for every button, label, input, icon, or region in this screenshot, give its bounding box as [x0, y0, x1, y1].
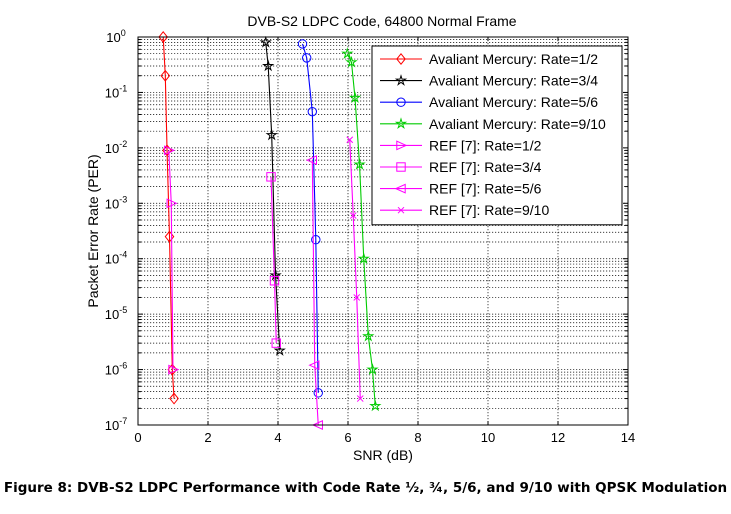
chart-title: DVB-S2 LDPC Code, 64800 Normal Frame — [247, 13, 516, 29]
series-line — [311, 160, 319, 426]
x-tick-label: 0 — [134, 430, 141, 445]
circle-marker — [302, 53, 312, 63]
legend-entry: REF [7]: Rate=1/2 — [380, 137, 542, 153]
series-line — [168, 150, 174, 370]
legend-label: Avaliant Mercury: Rate=3/4 — [429, 73, 598, 89]
triangle-right-marker — [166, 198, 178, 209]
circle-marker — [297, 39, 308, 49]
x-marker — [397, 206, 405, 214]
square-marker — [269, 276, 280, 286]
series-2 — [259, 35, 286, 356]
x-tick-label: 6 — [344, 430, 351, 445]
x-tick-label: 4 — [274, 430, 281, 445]
series-6 — [266, 172, 281, 348]
star-marker — [348, 91, 362, 104]
star-marker — [353, 158, 366, 170]
x-tick-label: 12 — [551, 430, 565, 445]
legend-entry: Avaliant Mercury: Rate=1/2 — [380, 51, 598, 67]
triangle-right-marker — [164, 145, 176, 156]
star-marker — [259, 35, 272, 48]
y-tick-label: 10-4 — [105, 250, 127, 267]
circle-marker — [311, 235, 321, 245]
series-line — [270, 176, 277, 344]
legend-label: Avaliant Mercury: Rate=9/10 — [429, 116, 606, 132]
diamond-marker — [169, 392, 179, 405]
circle-marker — [307, 106, 317, 117]
diamond-marker — [396, 53, 406, 65]
y-tick-label: 10-5 — [105, 305, 127, 322]
figure-caption: Figure 8: DVB-S2 LDPC Performance with C… — [3, 480, 728, 496]
y-tick-label: 10-3 — [105, 194, 127, 211]
legend-label: REF [7]: Rate=3/4 — [429, 159, 542, 175]
star-marker — [357, 252, 370, 264]
legend-entry: Avaliant Mercury: Rate=5/6 — [380, 94, 598, 110]
triangle-right-marker — [396, 140, 408, 151]
y-tick-label: 10-2 — [105, 139, 127, 156]
diamond-marker — [160, 69, 171, 82]
legend-entry: REF [7]: Rate=9/10 — [380, 202, 549, 218]
series-3 — [297, 39, 323, 398]
square-marker — [266, 172, 276, 182]
x-marker — [356, 395, 364, 402]
series-layer — [158, 31, 382, 430]
series-5 — [164, 145, 180, 375]
y-tick-label: 10-1 — [105, 83, 127, 100]
x-marker — [349, 212, 357, 219]
x-tick-label: 14 — [621, 430, 635, 445]
star-marker — [362, 329, 375, 342]
series-line — [265, 42, 281, 351]
legend-box — [371, 45, 623, 226]
legend-entry: Avaliant Mercury: Rate=3/4 — [380, 73, 598, 89]
star-marker — [341, 47, 354, 59]
star-marker — [269, 268, 282, 281]
star-marker — [369, 399, 382, 412]
legend-entry: REF [7]: Rate=3/4 — [380, 159, 542, 175]
triangle-left-marker — [394, 183, 406, 194]
star-marker — [262, 59, 275, 72]
y-tick-label: 100 — [106, 28, 125, 45]
y-axis-label: Packet Error Rate (PER) — [85, 154, 101, 307]
circle-marker — [313, 388, 323, 398]
y-tick-label: 10-7 — [105, 416, 127, 433]
star-marker — [273, 344, 286, 356]
legend-label: Avaliant Mercury: Rate=5/6 — [429, 94, 598, 110]
x-marker — [346, 136, 354, 144]
triangle-left-marker — [305, 155, 317, 166]
series-4 — [341, 47, 382, 412]
square-marker — [396, 162, 406, 172]
legend-label: REF [7]: Rate=1/2 — [429, 137, 542, 153]
star-marker — [394, 74, 408, 86]
x-axis-label: SNR (dB) — [353, 447, 413, 463]
per-vs-snr-chart: DVB-S2 LDPC Code, 64800 Normal Frame 0 2 4… — [85, 13, 635, 463]
legend-entry: Avaliant Mercury: Rate=9/10 — [380, 116, 606, 132]
axis-ticks: 0 2 4 6 8 10 12 14 100 10-1 10-2 10-3 10-4 10-5 10-6 10… — [105, 28, 635, 445]
diamond-marker — [158, 31, 169, 43]
x-tick-label: 10 — [481, 430, 495, 445]
legend: Avaliant Mercury: Rate=1/2 Avaliant Mercu… — [371, 45, 623, 226]
star-marker — [265, 128, 278, 141]
series-line — [301, 43, 319, 393]
x-tick-label: 2 — [204, 430, 211, 445]
series-line — [349, 139, 361, 399]
legend-entry: REF [7]: Rate=5/6 — [380, 181, 542, 197]
star-marker — [366, 363, 379, 375]
legend-label: Avaliant Mercury: Rate=1/2 — [429, 51, 598, 67]
series-line — [346, 53, 376, 407]
legend-label: REF [7]: Rate=9/10 — [429, 202, 549, 218]
star-marker — [345, 55, 358, 68]
circle-marker — [396, 97, 406, 107]
series-8 — [346, 136, 364, 402]
star-marker — [394, 117, 408, 130]
triangle-left-marker — [308, 360, 320, 371]
plot-frame — [137, 36, 629, 426]
triangle-right-marker — [168, 364, 180, 375]
x-marker — [353, 294, 361, 301]
square-marker — [271, 338, 281, 348]
y-tick-label: 10-6 — [105, 361, 127, 378]
diamond-marker — [164, 230, 175, 243]
legend-label: REF [7]: Rate=5/6 — [429, 181, 542, 197]
x-tick-label: 8 — [414, 430, 421, 445]
